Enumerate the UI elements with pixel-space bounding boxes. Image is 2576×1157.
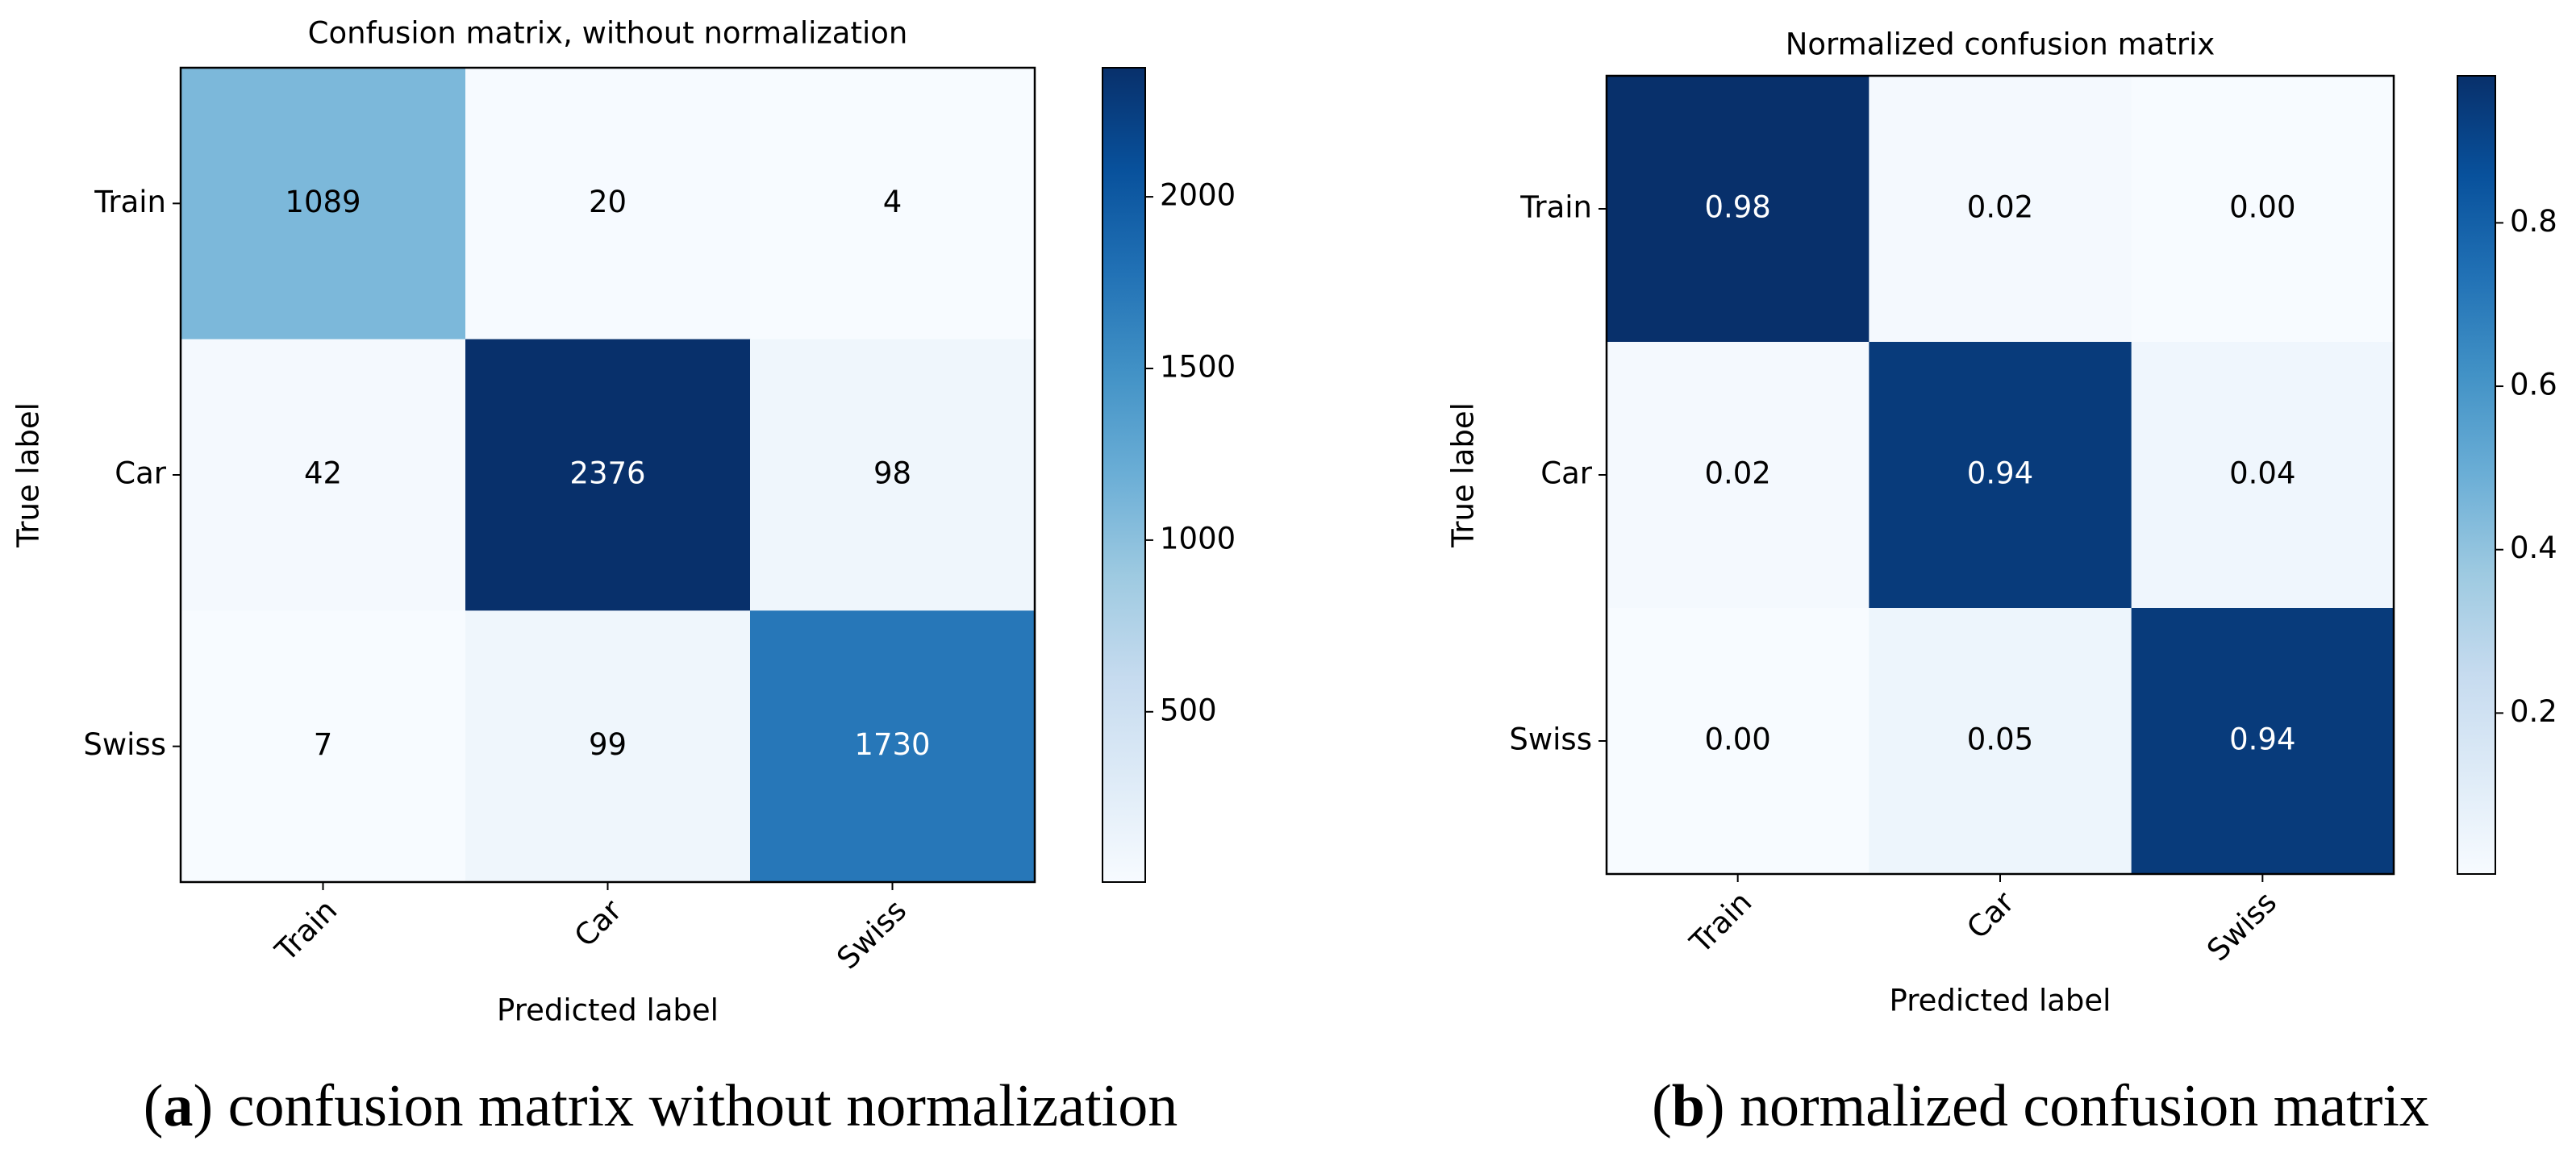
colorbar-tick-label: 0.4 (2510, 531, 2557, 565)
cell-label: 98 (873, 456, 911, 491)
colorbar-tick-label: 1500 (1160, 350, 1236, 385)
caption: (b) normalized confusion matrix (1652, 1073, 2429, 1139)
x-tick-label: Car (568, 893, 629, 954)
cell-label: 0.02 (1967, 190, 2033, 225)
caption-part: ( (144, 1073, 164, 1139)
colorbar (2457, 75, 2496, 875)
cell (1607, 608, 1869, 875)
y-tick-label: Swiss (1509, 722, 1592, 757)
cell-label: 20 (589, 185, 627, 219)
cell-label: 1089 (285, 185, 361, 219)
cell (2131, 342, 2395, 609)
cell (1869, 76, 2132, 343)
colorbar-tick-label: 0.2 (2510, 694, 2557, 729)
x-tick-label: Swiss (830, 893, 913, 976)
colorbar-tick-label: 0.6 (2510, 368, 2557, 402)
caption-part: ) normalized confusion matrix (1705, 1073, 2429, 1139)
y-axis-label: True label (11, 402, 46, 548)
chart-title: Confusion matrix, without normalization (308, 16, 908, 51)
cell (181, 610, 466, 883)
cell (1607, 342, 1869, 609)
cell-label: 0.94 (2229, 722, 2295, 757)
cell-label: 7 (314, 727, 333, 762)
x-tick-label: Train (1683, 884, 1759, 960)
cell-label: 0.94 (1967, 456, 2033, 491)
caption-part: b (1672, 1073, 1705, 1139)
colorbar (1102, 67, 1146, 883)
y-tick-label: Train (1519, 190, 1592, 225)
cell-label: 0.98 (1704, 190, 1770, 225)
cell (181, 68, 466, 340)
x-axis-label: Predicted label (1890, 984, 2111, 1018)
caption-part: ) confusion matrix without normalization (193, 1073, 1178, 1139)
y-tick-label: Car (1540, 456, 1593, 491)
cell-label: 2376 (569, 456, 645, 491)
x-tick-label: Train (268, 893, 344, 968)
cell-label: 99 (589, 727, 627, 762)
colorbar-tick-label: 1000 (1160, 521, 1236, 556)
cell (2131, 608, 2395, 875)
colorbar-tick-label: 500 (1160, 693, 1217, 727)
cell-label: 0.05 (1967, 722, 2033, 757)
cell-label: 4 (883, 185, 902, 219)
y-tick-label: Swiss (83, 727, 166, 762)
cell (1869, 608, 2132, 875)
x-axis-label: Predicted label (497, 993, 719, 1028)
cell (465, 68, 751, 340)
cell (750, 610, 1036, 883)
cell-label: 0.00 (1704, 722, 1770, 757)
x-tick-label: Swiss (2200, 884, 2283, 968)
cell (750, 339, 1036, 611)
cell-label: 42 (304, 456, 342, 491)
y-tick-label: Train (94, 185, 166, 219)
y-axis-label: True label (1446, 402, 1481, 548)
colorbar-tick-label: 0.8 (2510, 204, 2557, 239)
x-tick-label: Car (1960, 884, 2021, 946)
cell-label: 0.04 (2229, 456, 2295, 491)
y-tick-label: Car (115, 456, 167, 491)
caption: (a) confusion matrix without normalizati… (144, 1073, 1178, 1139)
colorbar-tick-label: 2000 (1160, 178, 1236, 213)
cell-label: 0.02 (1704, 456, 1770, 491)
caption-part: a (163, 1073, 193, 1139)
chart-title: Normalized confusion matrix (1786, 27, 2215, 62)
cell (465, 339, 751, 611)
cell (465, 610, 751, 883)
cell-label: 1730 (854, 727, 930, 762)
caption-part: ( (1652, 1073, 1672, 1139)
cell (750, 68, 1036, 340)
cell (1607, 76, 1869, 343)
cell (2131, 76, 2395, 343)
cell (181, 339, 466, 611)
cell-label: 0.00 (2229, 190, 2295, 225)
cell (1869, 342, 2132, 609)
